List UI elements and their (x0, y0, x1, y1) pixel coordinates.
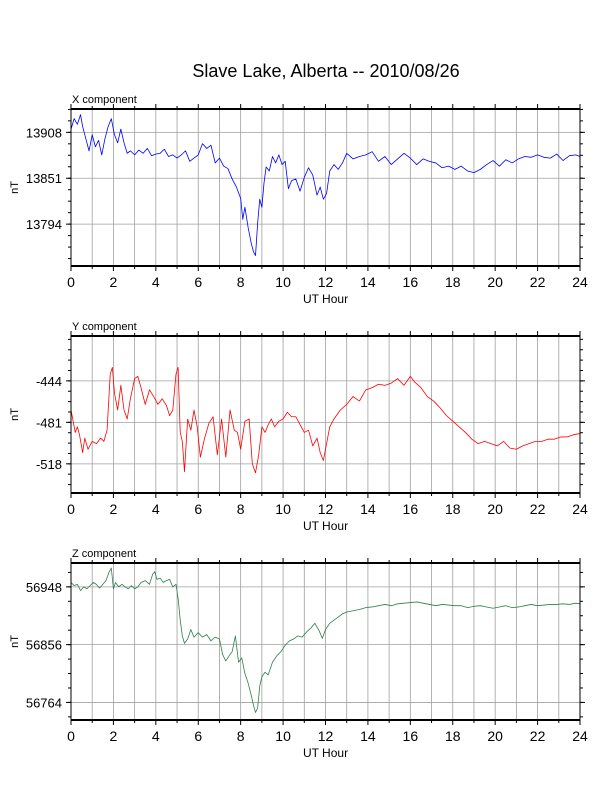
y-tick-label: 13851 (26, 171, 62, 186)
x-tick-label: 2 (110, 728, 118, 744)
y-tick-label: 56764 (26, 695, 62, 710)
y-tick-label: -518 (36, 457, 62, 472)
x-tick-label: 4 (152, 501, 160, 517)
series-line (70, 567, 581, 713)
x-tick-label: 16 (403, 501, 419, 517)
x-tick-label: 4 (152, 274, 160, 290)
x-tick-label: 22 (530, 728, 546, 744)
x-tick-label: 24 (572, 274, 588, 290)
x-tick-label: 6 (194, 501, 202, 517)
y-tick-label: 56948 (26, 580, 62, 595)
x-tick-label: 10 (275, 728, 291, 744)
x-tick-label: 22 (530, 501, 546, 517)
x-tick-label: 4 (152, 728, 160, 744)
x-tick-label: 14 (360, 274, 376, 290)
chart-title: Slave Lake, Alberta -- 2010/08/26 (192, 61, 459, 81)
x-tick-label: 6 (194, 728, 202, 744)
x-tick-label: 8 (237, 274, 245, 290)
y-axis-label: nT (9, 635, 21, 648)
x-tick-label: 12 (318, 274, 334, 290)
panel-title: Z component (72, 548, 136, 560)
x-tick-label: 22 (530, 274, 546, 290)
x-tick-label: 16 (403, 274, 419, 290)
x-tick-label: 20 (487, 274, 503, 290)
x-tick-label: 14 (360, 501, 376, 517)
x-tick-label: 12 (318, 501, 334, 517)
y-axis-label: nT (9, 408, 21, 421)
x-tick-label: 12 (318, 728, 334, 744)
x-tick-label: 0 (67, 728, 75, 744)
x-axis-label: UT Hour (303, 292, 348, 306)
x-tick-label: 0 (67, 501, 75, 517)
x-tick-label: 0 (67, 274, 75, 290)
y-tick-label: 13908 (26, 125, 62, 140)
x-tick-label: 2 (110, 274, 118, 290)
panel-title: X component (72, 94, 137, 106)
x-tick-label: 6 (194, 274, 202, 290)
series-line (70, 367, 581, 474)
x-tick-label: 18 (445, 501, 461, 517)
y-axis-label: nT (9, 181, 21, 194)
x-tick-label: 24 (572, 728, 588, 744)
x-tick-label: 10 (275, 274, 291, 290)
y-tick-label: 56856 (26, 638, 62, 653)
series-line (70, 114, 581, 256)
x-tick-label: 8 (237, 728, 245, 744)
x-tick-label: 20 (487, 501, 503, 517)
x-axis-label: UT Hour (303, 746, 348, 760)
panel-title: Y component (72, 321, 137, 333)
x-axis-label: UT Hour (303, 519, 348, 533)
x-tick-label: 8 (237, 501, 245, 517)
x-tick-label: 18 (445, 274, 461, 290)
x-tick-label: 10 (275, 501, 291, 517)
x-tick-label: 16 (403, 728, 419, 744)
x-tick-label: 24 (572, 501, 588, 517)
x-tick-label: 18 (445, 728, 461, 744)
y-tick-label: -444 (36, 374, 62, 389)
x-tick-label: 20 (487, 728, 503, 744)
y-tick-label: -481 (36, 415, 62, 430)
x-tick-label: 14 (360, 728, 376, 744)
y-tick-label: 13794 (26, 217, 62, 232)
x-tick-label: 2 (110, 501, 118, 517)
